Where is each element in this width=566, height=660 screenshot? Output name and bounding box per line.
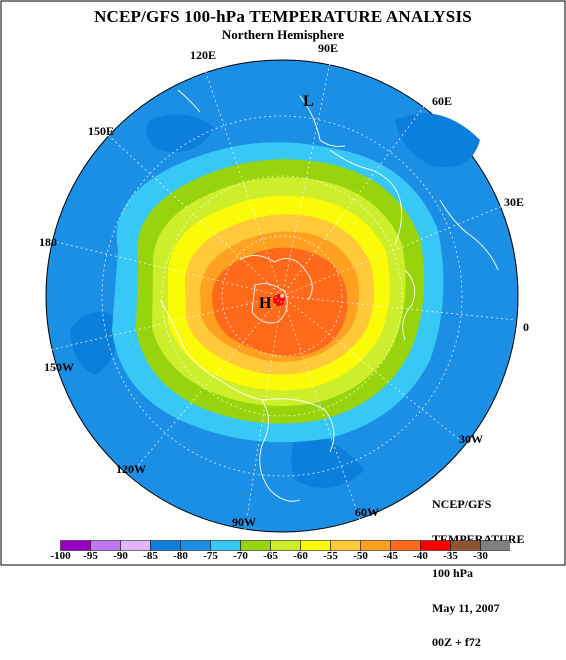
legend-tick-label: -90 bbox=[113, 550, 128, 562]
info-box: NCEP/GFS TEMPERATURE 100 hPa May 11, 200… bbox=[432, 476, 524, 660]
longitude-label-90w: 90W bbox=[232, 515, 256, 529]
legend-swatch bbox=[120, 540, 151, 551]
longitude-label-120w: 120W bbox=[116, 462, 146, 476]
legend-swatch bbox=[270, 540, 301, 551]
legend-tick-label: -100 bbox=[50, 550, 71, 562]
legend-swatch bbox=[420, 540, 451, 551]
legend-tick-label: -50 bbox=[353, 550, 368, 562]
longitude-label-180: 180 bbox=[39, 235, 57, 249]
info-line: May 11, 2007 bbox=[432, 600, 500, 615]
longitude-label-90e: 90E bbox=[318, 41, 339, 55]
chart-subtitle: Northern Hemisphere bbox=[221, 27, 345, 42]
legend-swatch bbox=[90, 540, 121, 551]
legend-swatch bbox=[390, 540, 421, 551]
legend-tick-label: -75 bbox=[203, 550, 218, 562]
longitude-label-60w: 60W bbox=[355, 505, 379, 519]
graticule bbox=[47, 61, 516, 531]
info-line: TEMPERATURE bbox=[432, 531, 525, 546]
dark-blue-patch bbox=[395, 113, 480, 168]
legend-swatch bbox=[150, 540, 181, 551]
info-line: NCEP/GFS bbox=[432, 497, 492, 511]
legend-swatch bbox=[330, 540, 361, 551]
legend-tick-label: -35 bbox=[443, 550, 458, 562]
legend-tick-label: -70 bbox=[233, 550, 248, 562]
longitude-label-30w: 30W bbox=[459, 432, 483, 446]
high-pressure-marker: H bbox=[259, 295, 272, 312]
legend-swatch bbox=[360, 540, 391, 551]
legend-tick-label: -95 bbox=[83, 550, 98, 562]
info-line: 100 hPa bbox=[432, 566, 474, 580]
longitude-label-60e: 60E bbox=[432, 94, 453, 108]
legend-swatch bbox=[450, 540, 481, 551]
low-pressure-marker: L bbox=[303, 93, 314, 110]
coastlines bbox=[159, 89, 499, 502]
dark-blue-patch bbox=[291, 430, 365, 488]
longitude-label-30e: 30E bbox=[504, 195, 525, 209]
legend-swatch bbox=[480, 540, 510, 551]
legend-tick-label: -45 bbox=[383, 550, 398, 562]
polar-map bbox=[45, 59, 519, 533]
chart-title: NCEP/GFS 100-hPa TEMPERATURE ANALYSIS bbox=[94, 7, 472, 26]
legend-swatch bbox=[180, 540, 211, 551]
legend-tick-label: -80 bbox=[173, 550, 188, 562]
dark-blue-patch bbox=[146, 114, 215, 153]
info-line: 00Z + f72 bbox=[432, 635, 481, 649]
legend-tick-label: -65 bbox=[263, 550, 278, 562]
longitude-label-120e: 120E bbox=[190, 48, 217, 62]
legend-swatch bbox=[300, 540, 331, 551]
legend-swatch bbox=[240, 540, 271, 551]
legend-tick-label: -85 bbox=[143, 550, 158, 562]
map-figure bbox=[0, 0, 566, 566]
longitude-label-0: 0 bbox=[523, 320, 529, 334]
color-legend bbox=[60, 540, 510, 551]
legend-tick-label: -30 bbox=[473, 550, 488, 562]
legend-swatch bbox=[210, 540, 241, 551]
longitude-label-150e: 150E bbox=[88, 124, 115, 138]
legend-tick-label: -55 bbox=[323, 550, 338, 562]
longitude-label-150w: 150W bbox=[44, 360, 74, 374]
legend-tick-label: -60 bbox=[293, 550, 308, 562]
legend-swatch bbox=[60, 540, 91, 551]
legend-tick-label: -40 bbox=[413, 550, 428, 562]
dark-blue-patch bbox=[70, 312, 120, 375]
